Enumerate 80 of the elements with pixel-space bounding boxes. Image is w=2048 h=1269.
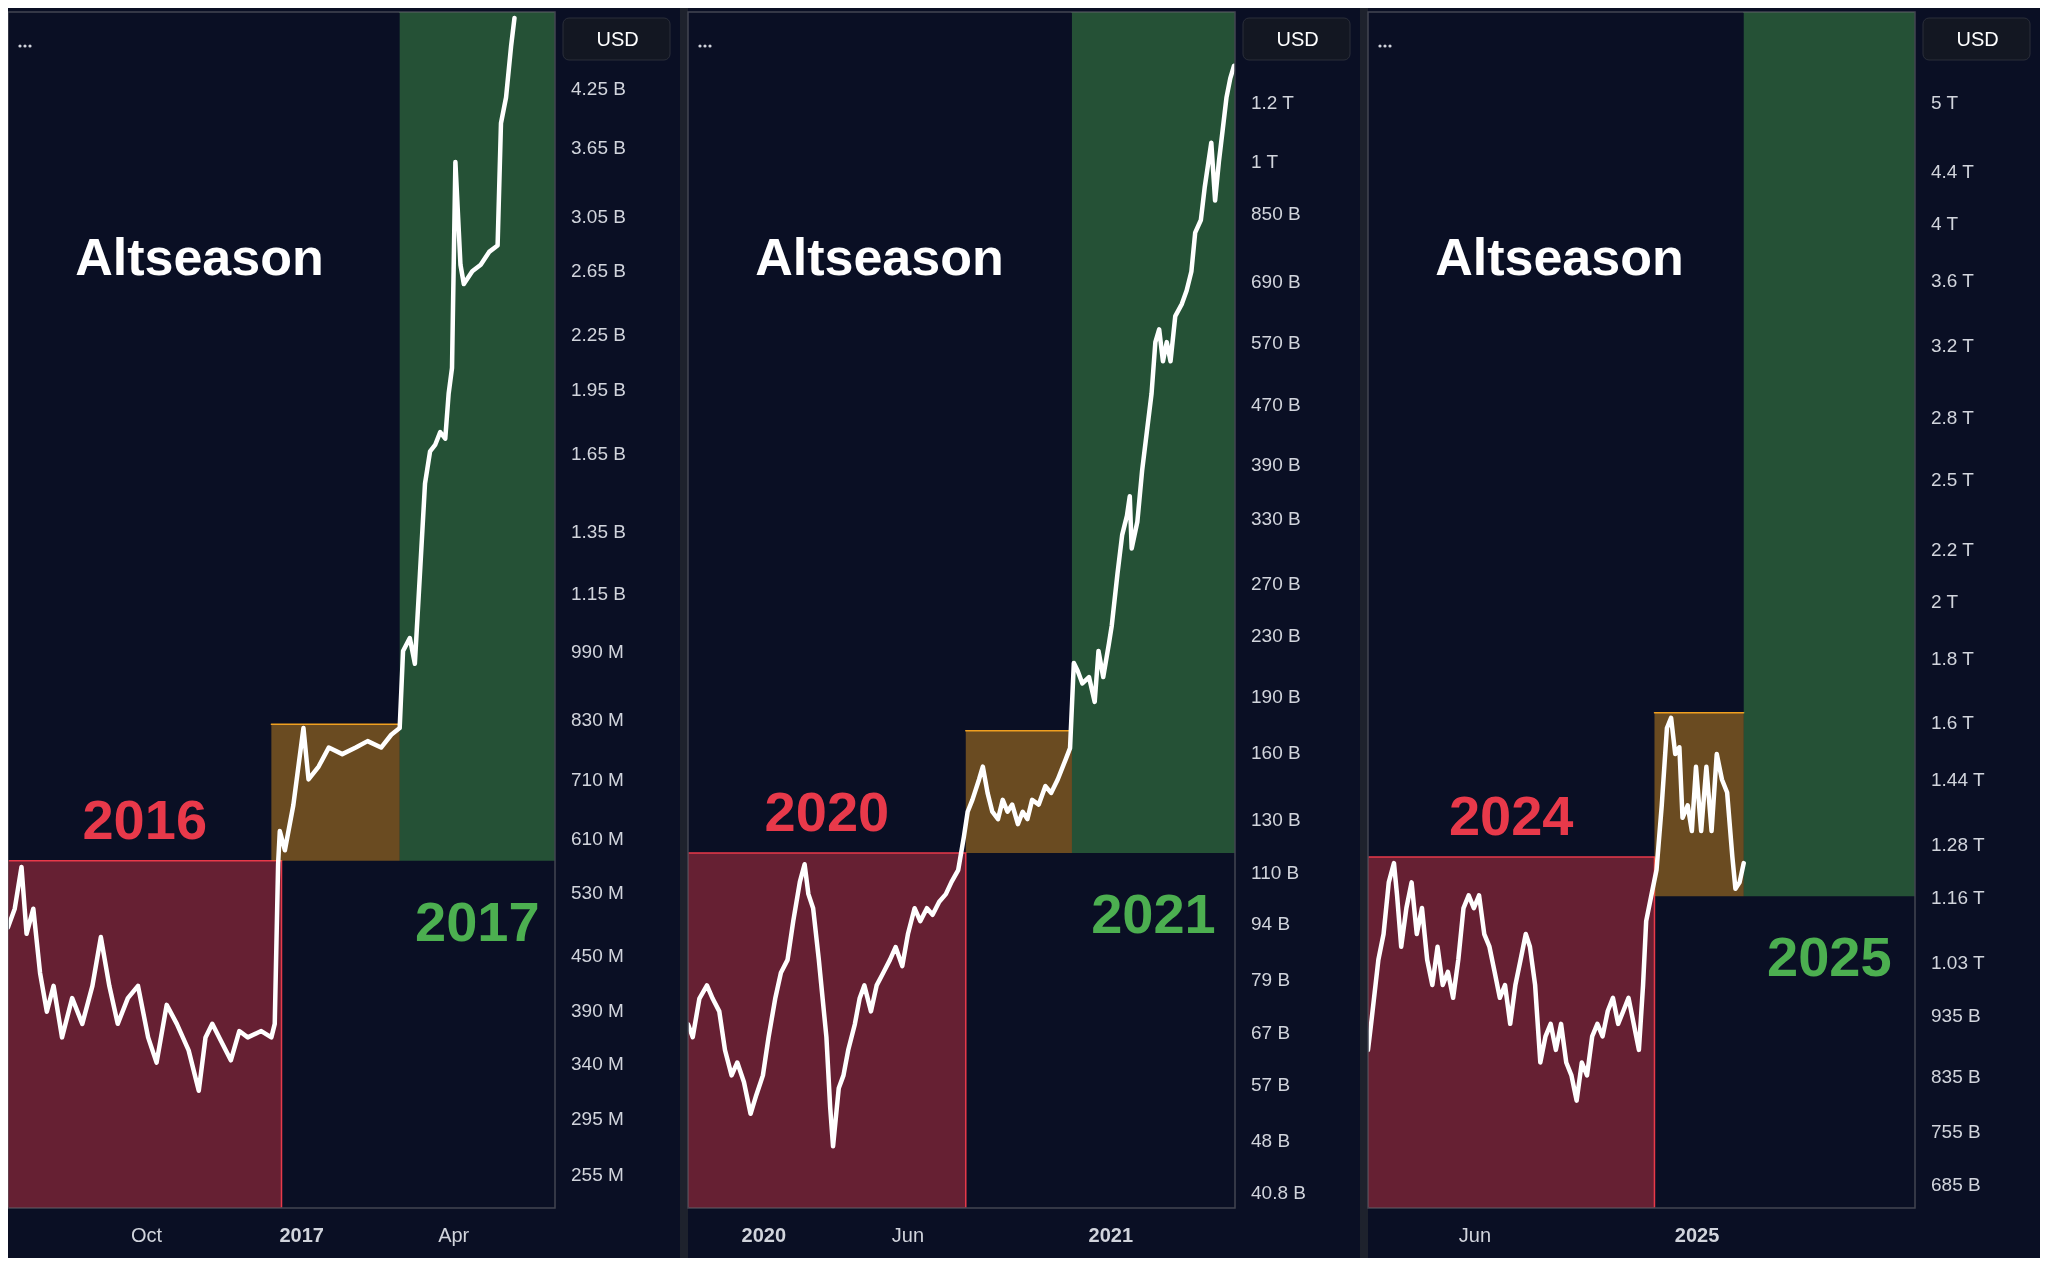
x-tick-label: 2020 (741, 1224, 787, 1246)
y-tick-label: 1.95 B (571, 378, 626, 400)
y-tick-label: 2.8 T (1931, 407, 1975, 429)
y-tick-label: 4.4 T (1931, 161, 1975, 183)
y-axis-title: USD (1276, 28, 1319, 50)
y-tick-label: 1.65 B (571, 443, 626, 465)
y-tick-label: 710 M (571, 768, 624, 790)
y-tick-label: 160 B (1251, 741, 1301, 763)
y-tick-label: 190 B (1251, 686, 1301, 708)
y-tick-label: 2.25 B (571, 323, 626, 345)
x-tick-label: Oct (130, 1224, 163, 1246)
y-tick-label: 295 M (571, 1108, 624, 1130)
annotation: Altseason (755, 228, 1004, 287)
y-axis-title: USD (1956, 28, 1999, 50)
text: 2021 (1091, 882, 1216, 946)
y-tick-label: 1.2 T (1251, 92, 1295, 114)
y-tick-label: 4.25 B (571, 77, 626, 99)
y-tick-label: 470 B (1251, 394, 1301, 416)
y-tick-label: 2.5 T (1931, 469, 1975, 491)
y-tick-label: 1.28 T (1931, 833, 1985, 855)
y-tick-label: 2 T (1931, 590, 1959, 612)
y-tick-label: 2.65 B (571, 260, 626, 282)
y-tick-label: 1.03 T (1931, 951, 1985, 973)
line-series (1368, 715, 1746, 1103)
y-tick-label: 4 T (1931, 213, 1959, 235)
y-tick-label: 3.6 T (1931, 270, 1975, 292)
y-tick-label: 2.2 T (1931, 538, 1975, 560)
x-tick-label: Apr (438, 1224, 470, 1246)
y-tick-label: 330 B (1251, 508, 1301, 530)
text: 2025 (1767, 925, 1892, 989)
y-tick-label: 830 M (571, 708, 624, 730)
y-tick-label: 270 B (1251, 573, 1301, 595)
y-tick-label: 570 B (1251, 332, 1301, 354)
x-tick-label: Jun (891, 1224, 925, 1246)
y-tick-label: 1.8 T (1931, 647, 1975, 669)
y-tick-label: 390 B (1251, 454, 1301, 476)
y-tick-label: 255 M (571, 1164, 624, 1186)
y-tick-label: 48 B (1251, 1129, 1291, 1151)
y-tick-label: 1 T (1251, 150, 1279, 172)
y-tick-label: 990 M (571, 640, 624, 662)
y-tick-label: 1.15 B (571, 582, 626, 604)
y-tick-label: 685 B (1931, 1173, 1981, 1195)
y-tick-label: 850 B (1251, 203, 1301, 225)
y-tick-label: 94 B (1251, 913, 1291, 935)
y-axis-title: USD (596, 28, 639, 50)
y-tick-label: 610 M (571, 827, 624, 849)
y-tick-label: 690 B (1251, 270, 1301, 292)
y-tick-label: 835 B (1931, 1066, 1981, 1088)
text: 2017 (415, 889, 540, 953)
y-tick-label: 57 B (1251, 1074, 1291, 1096)
x-tick-label: Jun (1458, 1224, 1492, 1246)
y-tick-label: 1.44 T (1931, 769, 1985, 791)
series-label: 2024 (1448, 783, 1574, 847)
y-tick-label: 530 M (571, 881, 624, 903)
x-tick-label: 2017 (279, 1224, 325, 1246)
y-tick-label: 340 M (571, 1053, 624, 1075)
y-tick-label: 3.65 B (571, 136, 626, 158)
series-label: 2016 (82, 787, 208, 851)
y-tick-label: 79 B (1251, 969, 1291, 991)
y-tick-label: 450 M (571, 944, 624, 966)
annotation: Altseason (75, 228, 324, 287)
series-label: 2020 (764, 780, 890, 844)
line-series (688, 63, 1235, 1149)
y-tick-label: 67 B (1251, 1022, 1291, 1044)
y-tick-label: 1.6 T (1931, 712, 1975, 734)
y-tick-label: 130 B (1251, 808, 1301, 830)
y-tick-label: 935 B (1931, 1004, 1981, 1026)
y-tick-label: 110 B (1251, 862, 1300, 884)
y-tick-label: 1.16 T (1931, 887, 1985, 909)
y-tick-label: 1.35 B (571, 520, 626, 542)
annotation: Altseason (1435, 228, 1684, 287)
y-tick-label: 3.05 B (571, 206, 626, 228)
x-tick-label: 2025 (1674, 1224, 1720, 1246)
x-tick-label: 2021 (1088, 1224, 1134, 1246)
y-tick-label: 230 B (1251, 624, 1301, 646)
y-tick-label: 5 T (1931, 91, 1959, 113)
y-tick-label: 390 M (571, 1000, 624, 1022)
y-tick-label: 3.2 T (1931, 334, 1975, 356)
y-tick-label: 755 B (1931, 1120, 1981, 1142)
y-tick-label: 40.8 B (1251, 1182, 1306, 1204)
